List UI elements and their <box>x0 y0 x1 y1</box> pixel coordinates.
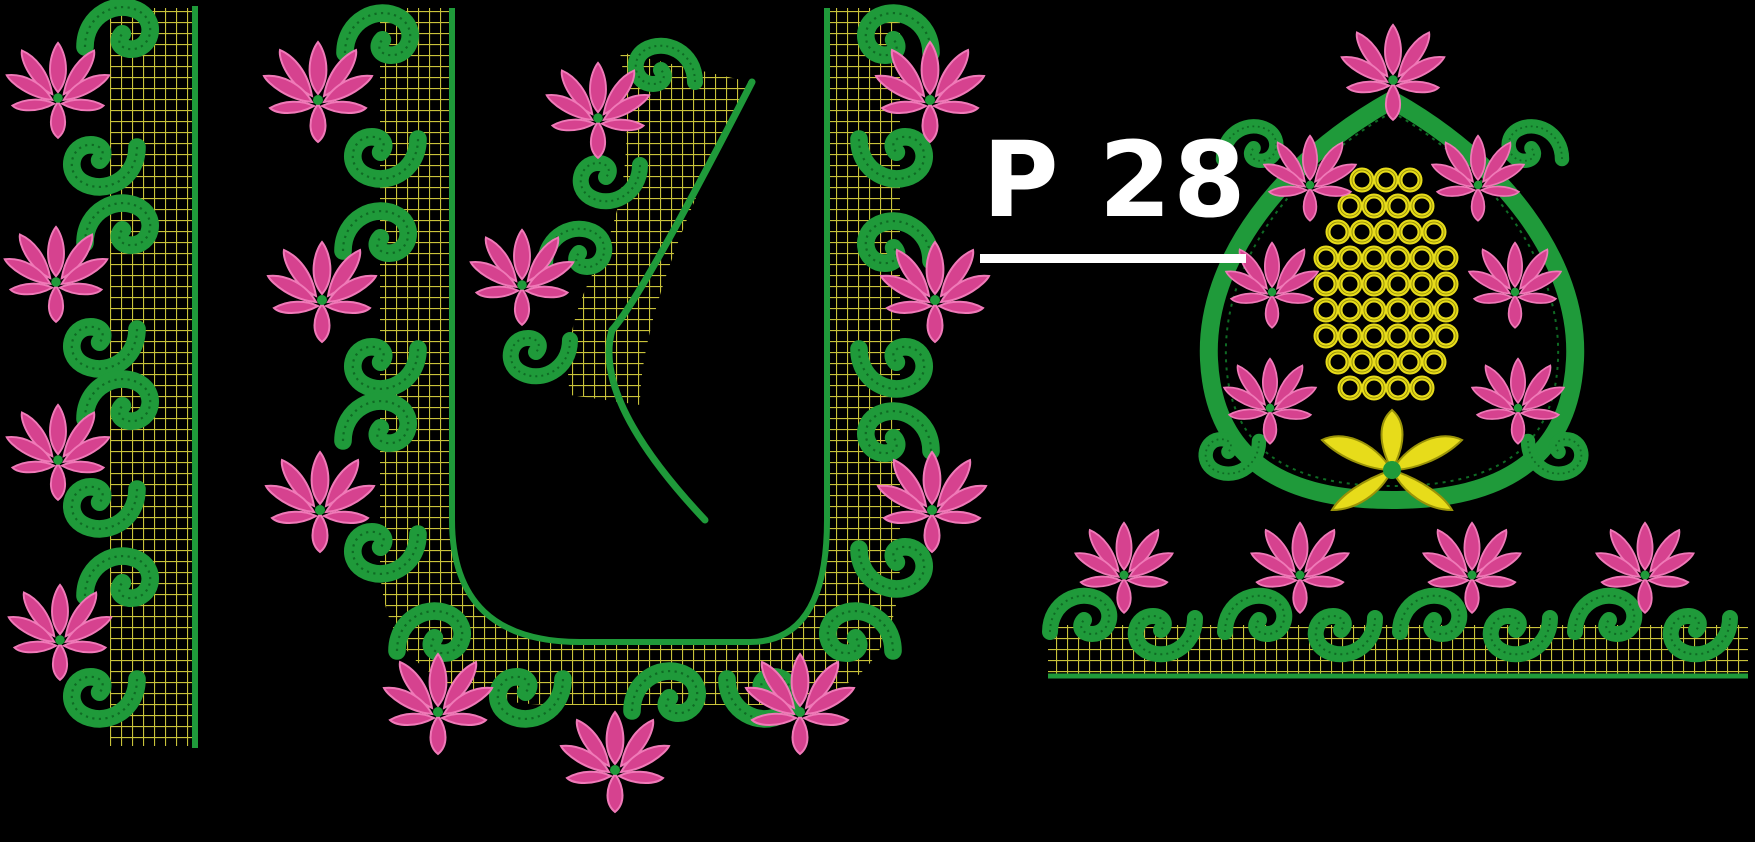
u-neck-back-panel <box>263 8 990 813</box>
label-underline <box>980 254 1246 263</box>
left-border-panel <box>3 6 198 748</box>
buta-motif <box>1206 23 1582 512</box>
horizontal-border-panel <box>1048 521 1748 679</box>
pattern-number-label: P 28 <box>982 119 1248 241</box>
front-neck-panel <box>469 46 756 524</box>
